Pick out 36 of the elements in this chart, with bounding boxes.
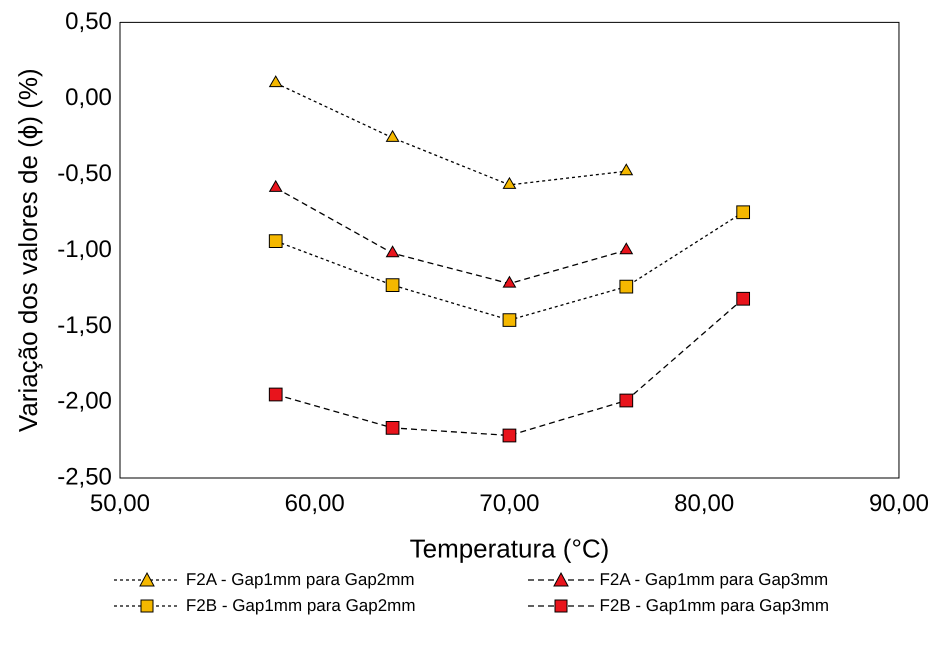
point xyxy=(268,234,283,248)
x-tick-label: 80,00 xyxy=(674,490,734,518)
point xyxy=(269,180,282,192)
x-tick-label: 70,00 xyxy=(479,490,540,518)
y-tick-label: 0,00 xyxy=(65,84,112,111)
x-tick-label: 50,00 xyxy=(90,490,150,518)
y-tick-label: -2,50 xyxy=(57,464,112,491)
y-tick-label: -2,00 xyxy=(57,388,112,415)
point xyxy=(736,292,750,306)
point xyxy=(502,428,516,442)
point xyxy=(386,421,400,435)
y-axis-title: Variação dos valores de (ϕ) (%) xyxy=(12,68,43,432)
legend-label: F2A - Gap1mm para Gap3mm xyxy=(600,570,828,590)
point xyxy=(386,246,400,258)
point xyxy=(502,313,516,327)
point xyxy=(502,177,516,189)
point xyxy=(268,388,283,402)
legend-label: F2A - Gap1mm para Gap2mm xyxy=(186,570,415,590)
point xyxy=(502,276,516,288)
point xyxy=(620,164,633,176)
point xyxy=(619,394,634,408)
legend-label: F2B - Gap1mm para Gap3mm xyxy=(600,596,830,616)
point xyxy=(386,130,400,142)
x-tick-label: 90,00 xyxy=(868,490,929,518)
point xyxy=(269,76,282,88)
x-axis-title: Temperatura (°C) xyxy=(410,534,610,564)
y-tick-label: -0,50 xyxy=(57,160,112,187)
y-tick-label: 0,50 xyxy=(65,8,112,36)
point xyxy=(619,280,634,294)
y-tick-label: -1,00 xyxy=(57,236,112,263)
point xyxy=(736,205,750,220)
x-tick-label: 60,00 xyxy=(284,490,345,518)
point xyxy=(620,242,633,254)
legend-label: F2B - Gap1mm para Gap2mm xyxy=(186,596,416,616)
y-tick-label: -1,50 xyxy=(57,312,112,339)
point xyxy=(386,278,400,292)
